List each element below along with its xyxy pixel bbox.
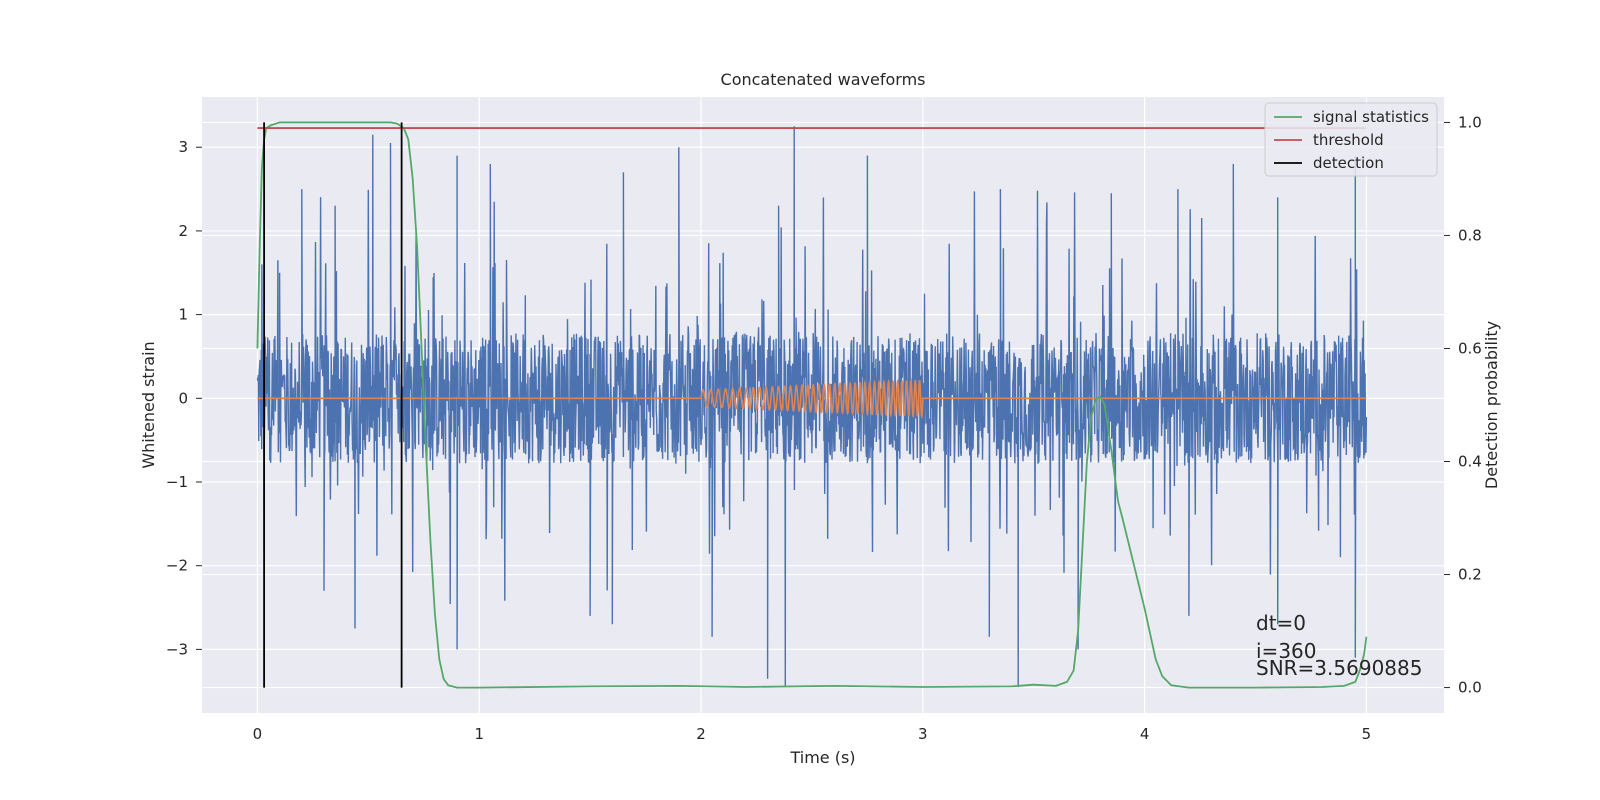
x-tick-label: 5 <box>1362 725 1372 743</box>
y2-tick-label: 0.6 <box>1458 339 1482 357</box>
y2-tick-label: 0.4 <box>1458 453 1482 471</box>
chart-title: Concatenated waveforms <box>721 70 926 89</box>
y-axis-ticks: −3 −2 −1 0 1 2 3 <box>166 138 202 658</box>
y-tick-label: 2 <box>178 222 188 240</box>
chirp-line <box>257 377 1367 420</box>
chirp-series <box>257 377 1367 420</box>
y-tick-label: 0 <box>178 389 188 407</box>
x-tick-label: 3 <box>918 725 928 743</box>
annotation-dt: dt=0 <box>1256 611 1306 635</box>
y2-tick-label: 0.2 <box>1458 566 1482 584</box>
legend-label-detection: detection <box>1313 154 1384 172</box>
y2-axis-label: Detection probability <box>1482 321 1501 489</box>
detection-series <box>263 122 403 688</box>
legend: signal statistics threshold detection <box>1264 102 1438 177</box>
legend-box <box>1264 102 1438 177</box>
x-tick-label: 0 <box>253 725 263 743</box>
noise-series <box>256 126 1368 688</box>
x-tick-label: 1 <box>474 725 484 743</box>
y-tick-label: −2 <box>166 557 188 575</box>
signal-statistics-series <box>256 121 1368 689</box>
annotation-index: i=360 <box>1256 639 1317 663</box>
y-tick-label: 3 <box>178 138 188 156</box>
y-tick-label: −3 <box>166 640 188 658</box>
x-axis-label: Time (s) <box>789 748 855 767</box>
x-axis-ticks: 0 1 2 3 4 5 <box>253 725 1371 743</box>
x-tick-label: 2 <box>696 725 706 743</box>
x-tick-label: 4 <box>1140 725 1150 743</box>
y-tick-label: −1 <box>166 473 188 491</box>
y-axis-label: Whitened strain <box>139 341 158 468</box>
legend-label-threshold: threshold <box>1313 131 1384 149</box>
y2-axis-ticks: 0.0 0.2 0.4 0.6 0.8 1.0 <box>1444 113 1482 697</box>
y2-tick-label: 1.0 <box>1458 113 1482 131</box>
y2-tick-label: 0.8 <box>1458 226 1482 244</box>
annotation-snr: SNR=3.5690885 <box>1256 656 1422 680</box>
legend-label-signal-statistics: signal statistics <box>1313 108 1429 126</box>
noise-line <box>256 126 1368 688</box>
y2-tick-label: 0.0 <box>1458 679 1482 697</box>
y-tick-label: 1 <box>178 306 188 324</box>
signal-statistics-line <box>256 121 1368 689</box>
